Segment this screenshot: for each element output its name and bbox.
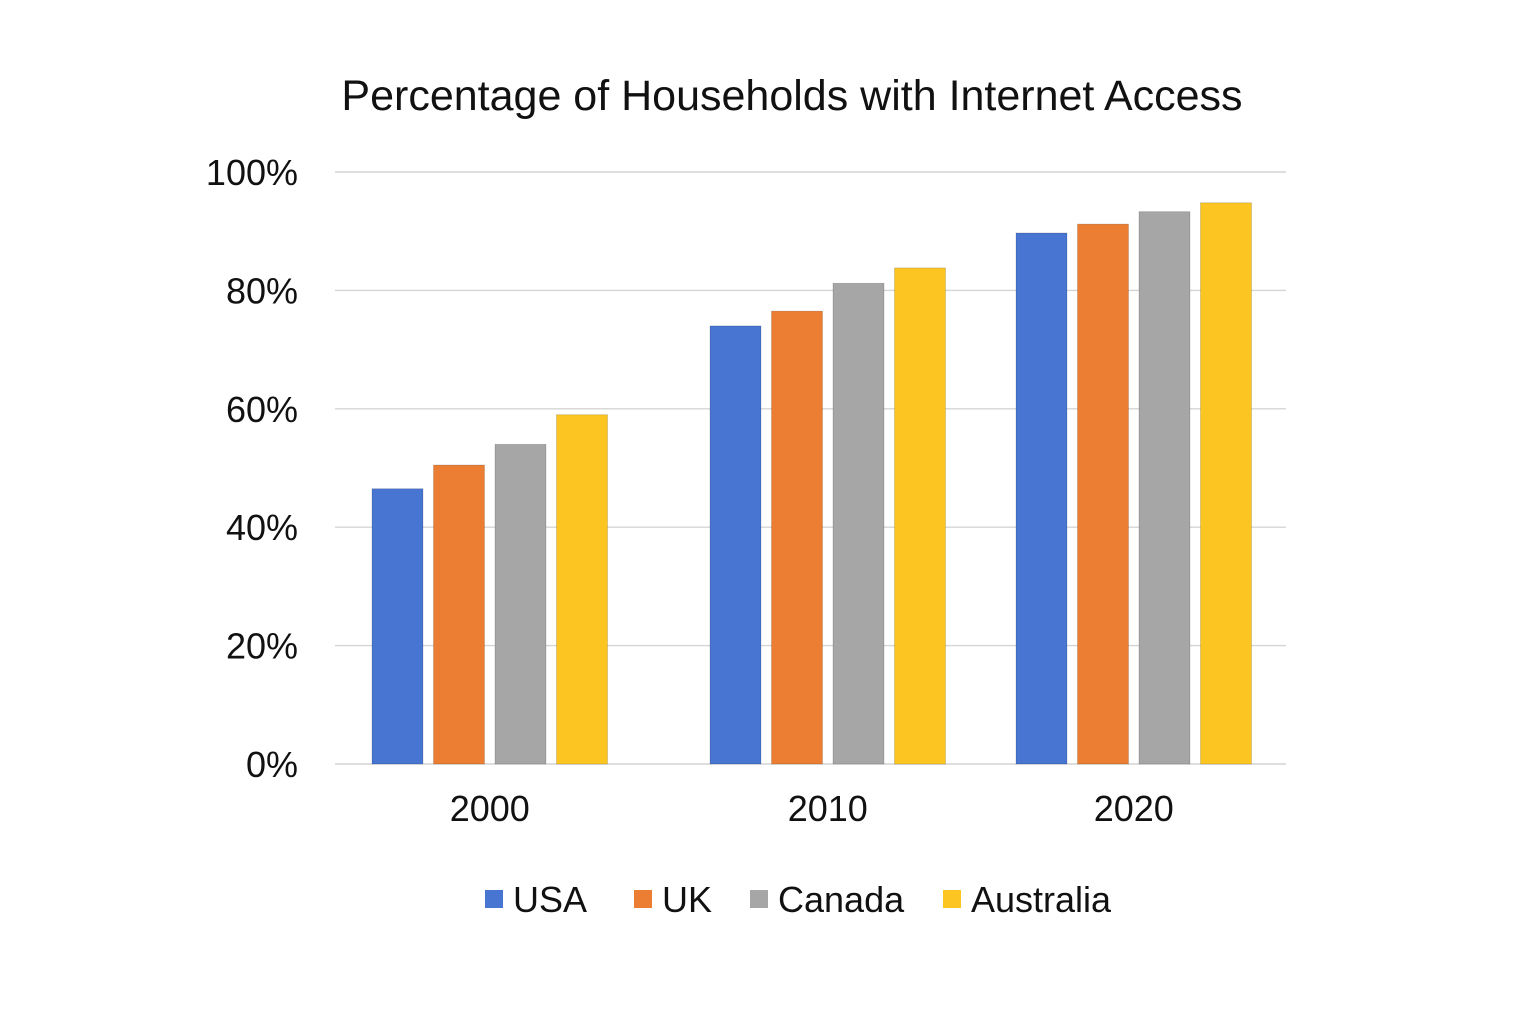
bar-canada-2000: [494, 443, 547, 765]
legend-item-uk: UK: [634, 879, 712, 920]
legend-item-usa: USA: [485, 879, 587, 920]
legend-label: UK: [662, 879, 712, 920]
legend-swatch: [943, 890, 961, 908]
bar-australia-2000: [556, 414, 608, 765]
legend-item-australia: Australia: [943, 879, 1112, 920]
bar-usa-2000: [371, 488, 424, 765]
bar-canada-2020: [1138, 211, 1191, 765]
legend-label: Canada: [778, 879, 905, 920]
bar-uk-2000: [433, 464, 485, 765]
y-tick-label: 100%: [206, 152, 298, 193]
legend-swatch: [485, 890, 503, 908]
x-tick-label: 2020: [1094, 788, 1174, 829]
x-tick-label: 2000: [450, 788, 530, 829]
legend-swatch: [750, 890, 768, 908]
bars: [371, 202, 1252, 765]
bar-australia-2020: [1200, 202, 1252, 765]
chart-title: Percentage of Households with Internet A…: [341, 72, 1242, 120]
y-tick-label: 0%: [246, 744, 298, 785]
legend-swatch: [634, 890, 652, 908]
y-tick-label: 80%: [226, 270, 298, 311]
bar-canada-2010: [832, 282, 885, 765]
bar-uk-2020: [1077, 223, 1129, 765]
x-axis-tick-labels: 2000 2010 2020: [450, 788, 1174, 829]
x-tick-label: 2010: [788, 788, 868, 829]
bar-usa-2010: [709, 325, 762, 765]
legend-label: USA: [513, 879, 587, 920]
legend-item-canada: Canada: [750, 879, 905, 920]
bar-uk-2010: [771, 310, 823, 765]
legend: USA UK Canada Australia: [485, 879, 1112, 920]
bar-usa-2020: [1015, 232, 1068, 765]
y-tick-label: 60%: [226, 389, 298, 430]
y-tick-label: 20%: [226, 626, 298, 667]
y-tick-label: 40%: [226, 507, 298, 548]
legend-label: Australia: [971, 879, 1112, 920]
bar-australia-2010: [894, 267, 946, 765]
y-axis-tick-labels: 0% 20% 40% 60% 80% 100%: [206, 152, 298, 785]
